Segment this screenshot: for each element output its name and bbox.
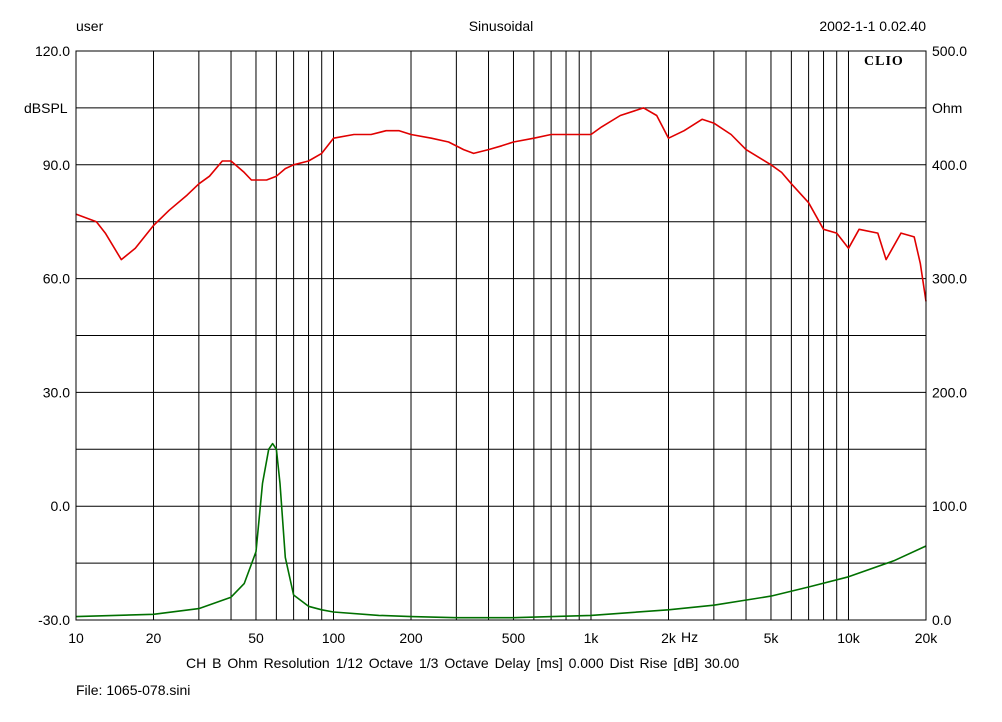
chart-series bbox=[75, 107, 927, 619]
header-user: user bbox=[76, 18, 104, 34]
footer-file: File: 1065-078.sini bbox=[76, 682, 191, 698]
x-tick-label: 20 bbox=[146, 630, 162, 646]
x-tick-label: 50 bbox=[248, 630, 264, 646]
x-tick-label: 20k bbox=[915, 630, 939, 646]
right-tick-label: 500.0 bbox=[932, 43, 967, 59]
left-tick-label: 0.0 bbox=[51, 498, 71, 514]
left-tick-label: 90.0 bbox=[43, 157, 70, 173]
left-tick-label: 60.0 bbox=[43, 271, 70, 287]
right-tick-label: 200.0 bbox=[932, 384, 967, 400]
right-tick-label: 0.0 bbox=[932, 612, 952, 628]
impedance-curve bbox=[75, 442, 927, 619]
footer-settings: CH B Ohm Resolution 1/12 Octave 1/3 Octa… bbox=[186, 655, 740, 671]
left-tick-label: -30.0 bbox=[38, 612, 70, 628]
x-tick-label: 1k bbox=[584, 630, 600, 646]
right-tick-label: 300.0 bbox=[932, 271, 967, 287]
x-unit-label: Hz bbox=[681, 629, 699, 645]
left-axis-label: dBSPL bbox=[24, 100, 68, 116]
clio-logo: CLIO bbox=[864, 54, 904, 69]
right-tick-labels: 500.0 400.0 300.0 200.0 100.0 0.0 bbox=[932, 43, 967, 628]
left-tick-label: 120.0 bbox=[35, 43, 70, 59]
right-axis-label: Ohm bbox=[932, 100, 963, 116]
header-datetime: 2002-1-1 0.02.40 bbox=[819, 18, 926, 34]
right-tick-label: 400.0 bbox=[932, 157, 967, 173]
x-tick-label: 500 bbox=[502, 630, 526, 646]
x-tick-label: 2k bbox=[661, 630, 677, 646]
x-tick-label: 5k bbox=[764, 630, 780, 646]
right-tick-label: 100.0 bbox=[932, 498, 967, 514]
x-tick-labels: 10 20 50 100 200 500 1k 2k 5k 10k 20k bbox=[68, 630, 938, 646]
spl-curve bbox=[75, 107, 927, 302]
chart-grid bbox=[76, 51, 926, 620]
x-tick-label: 200 bbox=[399, 630, 423, 646]
left-tick-label: 30.0 bbox=[43, 384, 70, 400]
x-tick-label: 10k bbox=[837, 630, 861, 646]
x-tick-label: 100 bbox=[322, 630, 346, 646]
x-tick-label: 10 bbox=[68, 630, 84, 646]
plot-frame bbox=[75, 50, 927, 621]
header-mode: Sinusoidal bbox=[468, 18, 534, 34]
left-tick-labels: 120.0 90.0 60.0 30.0 0.0 -30.0 bbox=[35, 43, 70, 628]
